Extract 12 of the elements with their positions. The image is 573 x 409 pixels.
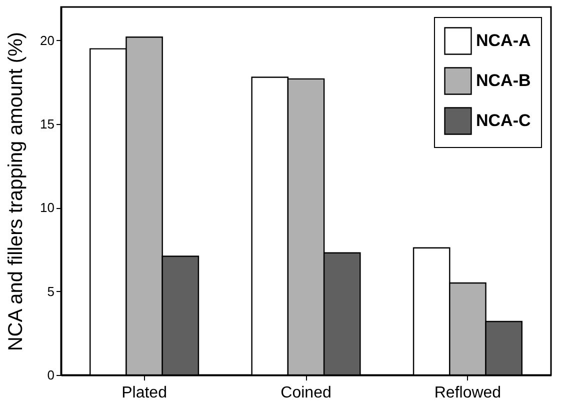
x-tick-label: Plated bbox=[122, 384, 167, 402]
legend-label: NCA-A bbox=[476, 31, 531, 50]
y-tick-label: 15 bbox=[40, 116, 54, 132]
legend-label: NCA-B bbox=[476, 71, 531, 90]
y-tick-label: 20 bbox=[40, 32, 54, 48]
y-axis-title: NCA and fillers trapping amount (%) bbox=[5, 32, 28, 352]
y-tick-label: 5 bbox=[47, 284, 54, 299]
legend-label: NCA-C bbox=[476, 111, 531, 130]
y-tick-label: 0 bbox=[47, 368, 54, 382]
x-tick-label: Coined bbox=[280, 384, 332, 402]
x-tick-label: Reflowed bbox=[434, 384, 502, 402]
y-tick-label: 10 bbox=[40, 200, 54, 216]
